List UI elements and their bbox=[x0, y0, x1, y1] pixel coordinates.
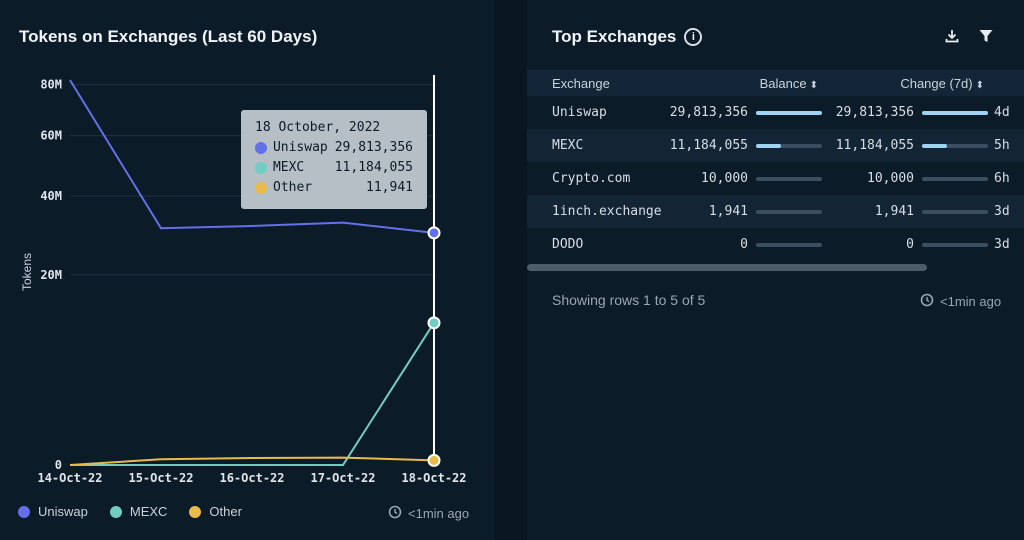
series-dot bbox=[255, 141, 267, 154]
cell-balance: 0 bbox=[740, 237, 748, 252]
series-line-mexc bbox=[70, 322, 435, 466]
chart-title: Tokens on Exchanges (Last 60 Days) bbox=[19, 27, 318, 46]
y-tick-label: 20M bbox=[40, 268, 62, 282]
x-tick-label: 17-Oct-22 bbox=[310, 471, 375, 485]
series-point-other bbox=[427, 453, 441, 467]
cell-change: 10,000 bbox=[867, 171, 914, 186]
y-tick-label: 60M bbox=[40, 129, 62, 143]
chart-updated-text: <1min ago bbox=[408, 506, 470, 521]
change-bar bbox=[914, 176, 988, 181]
balance-bar bbox=[748, 143, 822, 148]
cell-exchange: 1inch.exchange bbox=[552, 204, 662, 219]
top-exchanges-panel: Top Exchanges i Exchange Balance ⬍ Change … bbox=[527, 0, 1024, 540]
series-dot bbox=[255, 161, 267, 174]
cell-balance: 11,184,055 bbox=[669, 138, 748, 153]
chart-legend: Uniswap MEXC Other bbox=[18, 504, 242, 519]
series-line-uniswap bbox=[69, 79, 435, 234]
balance-bar bbox=[748, 110, 822, 115]
col-exchange[interactable]: Exchange bbox=[552, 75, 610, 91]
cell-exchange: DODO bbox=[552, 237, 584, 252]
balance-bar bbox=[748, 242, 822, 247]
series-point-uniswap bbox=[427, 226, 441, 240]
tooltip-series-name: MEXC bbox=[272, 160, 305, 175]
x-tick-label: 15-Oct-22 bbox=[128, 471, 193, 485]
legend-item-mexc[interactable]: MEXC bbox=[109, 504, 167, 519]
table-updated: <1min ago bbox=[920, 293, 1001, 310]
tooltip-series-value: 11,184,055 bbox=[334, 160, 413, 175]
cell-updated: 6h bbox=[994, 171, 1010, 186]
line-chart[interactable]: 0 20M 40M 60M 80M Tokens 14-Oct-22 15-Oct-22 16-… bbox=[0, 0, 494, 540]
cell-updated: 4d bbox=[994, 105, 1010, 120]
x-tick-label: 14-Oct-22 bbox=[37, 471, 102, 485]
sort-icon[interactable]: ⬍ bbox=[809, 79, 818, 91]
panel-divider bbox=[494, 0, 527, 540]
refresh-clock-icon bbox=[920, 293, 934, 310]
tokens-chart-panel: Tokens on Exchanges (Last 60 Days) 0 20M 4… bbox=[0, 0, 494, 540]
balance-bar bbox=[748, 176, 822, 181]
series-line-other bbox=[69, 456, 435, 466]
y-tick-label: 0 bbox=[55, 458, 62, 472]
y-axis-label: Tokens bbox=[20, 253, 34, 291]
cell-updated: 3d bbox=[994, 237, 1010, 252]
cell-updated: 5h bbox=[994, 138, 1010, 153]
tooltip-series-value: 11,941 bbox=[366, 180, 413, 195]
change-bar bbox=[914, 143, 988, 148]
balance-bar bbox=[748, 209, 822, 214]
tooltip-series-name: Other bbox=[273, 180, 313, 195]
tooltip-series-value: 29,813,356 bbox=[334, 140, 413, 155]
change-bar bbox=[914, 110, 988, 115]
x-tick-label: 16-Oct-22 bbox=[219, 471, 284, 485]
table-updated-text: <1min ago bbox=[940, 294, 1002, 309]
cell-balance: 29,813,356 bbox=[669, 105, 748, 120]
table-title: Top Exchanges i bbox=[552, 27, 703, 47]
table-row[interactable]: MEXC 11,184,055 11,184,055 5h bbox=[527, 129, 1024, 162]
legend-item-other[interactable]: Other bbox=[189, 504, 242, 519]
col-change[interactable]: Change (7d) ⬍ bbox=[900, 75, 984, 91]
info-icon[interactable]: i bbox=[684, 28, 703, 46]
table-row[interactable]: Crypto.com 10,000 10,000 6h bbox=[527, 162, 1024, 195]
tooltip-series-name: Uniswap bbox=[272, 140, 328, 155]
y-tick-label: 80M bbox=[40, 78, 62, 92]
horizontal-scrollbar[interactable] bbox=[527, 264, 927, 271]
cell-change: 0 bbox=[906, 237, 914, 252]
table-row[interactable]: 1inch.exchange 1,941 1,941 3d bbox=[527, 195, 1024, 228]
exchanges-table: Exchange Balance ⬍ Change (7d) ⬍ Uniswap 29… bbox=[527, 70, 1024, 261]
filter-icon[interactable] bbox=[978, 28, 994, 49]
series-point-mexc bbox=[427, 316, 441, 330]
legend-item-uniswap[interactable]: Uniswap bbox=[18, 504, 88, 519]
tooltip-row: Uniswap 29,813,356 bbox=[255, 140, 413, 155]
cell-balance: 10,000 bbox=[701, 171, 748, 186]
chart-tooltip: 18 October, 2022 Uniswap 29,813,356 MEXC 11… bbox=[241, 110, 427, 209]
chart-updated: <1min ago bbox=[388, 505, 469, 522]
cell-updated: 3d bbox=[994, 204, 1010, 219]
refresh-clock-icon bbox=[388, 505, 402, 522]
tooltip-date: 18 October, 2022 bbox=[255, 120, 381, 135]
table-row[interactable]: DODO 0 0 3d bbox=[527, 228, 1024, 261]
table-header: Exchange Balance ⬍ Change (7d) ⬍ bbox=[527, 70, 1024, 96]
cell-exchange: MEXC bbox=[552, 138, 584, 153]
x-tick-label: 18-Oct-22 bbox=[401, 471, 466, 485]
tooltip-row: MEXC 11,184,055 bbox=[255, 160, 413, 175]
cell-change: 11,184,055 bbox=[835, 138, 914, 153]
series-dot bbox=[255, 181, 267, 194]
cell-change: 29,813,356 bbox=[835, 105, 914, 120]
sort-icon[interactable]: ⬍ bbox=[975, 79, 984, 91]
cell-change: 1,941 bbox=[874, 204, 914, 219]
change-bar bbox=[914, 242, 988, 247]
tooltip-row: Other 11,941 bbox=[255, 180, 413, 195]
y-tick-label: 40M bbox=[40, 189, 62, 203]
cell-exchange: Crypto.com bbox=[552, 171, 631, 186]
change-bar bbox=[914, 209, 988, 214]
download-icon[interactable] bbox=[944, 28, 960, 49]
table-row-count: Showing rows 1 to 5 of 5 bbox=[552, 292, 706, 308]
cell-exchange: Uniswap bbox=[552, 105, 607, 120]
col-balance[interactable]: Balance ⬍ bbox=[759, 75, 818, 91]
cell-balance: 1,941 bbox=[708, 204, 748, 219]
table-row[interactable]: Uniswap 29,813,356 29,813,356 4d bbox=[527, 96, 1024, 129]
